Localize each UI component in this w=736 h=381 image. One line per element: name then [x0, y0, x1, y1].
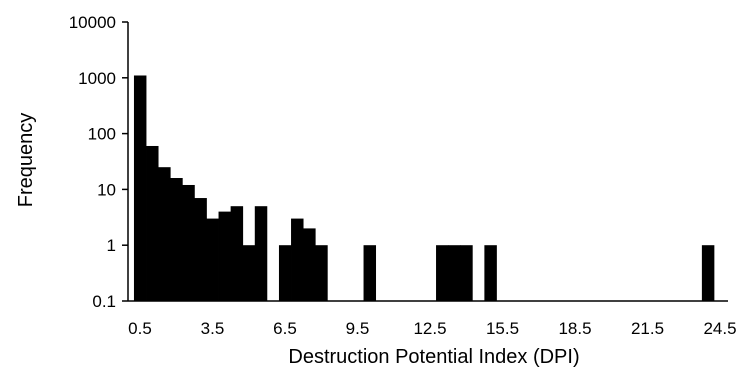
- x-tick-label: 24.5: [703, 319, 736, 338]
- histogram-bar: [146, 145, 159, 301]
- x-tick-label: 12.5: [413, 319, 446, 338]
- histogram-bar: [194, 198, 207, 301]
- histogram-bar: [230, 206, 244, 301]
- x-tick-label: 18.5: [558, 319, 591, 338]
- histogram-bar: [133, 75, 147, 302]
- histogram-bar: [182, 184, 195, 301]
- y-tick-label: 0.1: [92, 292, 116, 311]
- x-tick-label: 6.5: [273, 319, 297, 338]
- x-tick-label: 9.5: [346, 319, 370, 338]
- axes-group: [127, 22, 728, 302]
- histogram-bar: [701, 245, 715, 301]
- histogram-bar: [363, 245, 377, 301]
- y-tick-label: 100: [88, 125, 116, 144]
- x-axis-title: Destruction Potential Index (DPI): [288, 346, 579, 368]
- histogram-bar: [315, 245, 328, 301]
- x-ticks-group: 0.5 3.5 6.5 9.5 12.5 15.5 18.5 21.5 24.5: [128, 319, 736, 338]
- histogram-bar: [158, 167, 171, 301]
- y-tick-label: 10: [97, 180, 116, 199]
- histogram-bar: [254, 206, 268, 301]
- x-tick-label: 15.5: [486, 319, 519, 338]
- y-axis-title: Frequency: [15, 113, 37, 208]
- y-ticks-group: 0.1 1 10 100 1000 10000: [69, 13, 128, 311]
- y-tick-label: 10000: [69, 13, 116, 32]
- histogram-bar: [278, 245, 292, 301]
- histogram-bar: [303, 228, 316, 301]
- y-tick-label: 1: [107, 236, 116, 255]
- x-tick-label: 21.5: [631, 319, 664, 338]
- histogram-bar: [436, 245, 449, 301]
- histogram-bar: [206, 218, 219, 301]
- histogram-bar: [242, 245, 256, 301]
- bars-group: [133, 75, 715, 302]
- histogram-bar: [218, 211, 232, 301]
- x-tick-label: 0.5: [128, 319, 152, 338]
- x-tick-label: 3.5: [201, 319, 225, 338]
- histogram-bar: [484, 245, 497, 301]
- histogram-bar: [460, 245, 473, 301]
- y-tick-label: 1000: [78, 69, 116, 88]
- histogram-bar: [291, 218, 304, 301]
- histogram-bar: [448, 245, 461, 301]
- histogram-bar: [170, 178, 183, 301]
